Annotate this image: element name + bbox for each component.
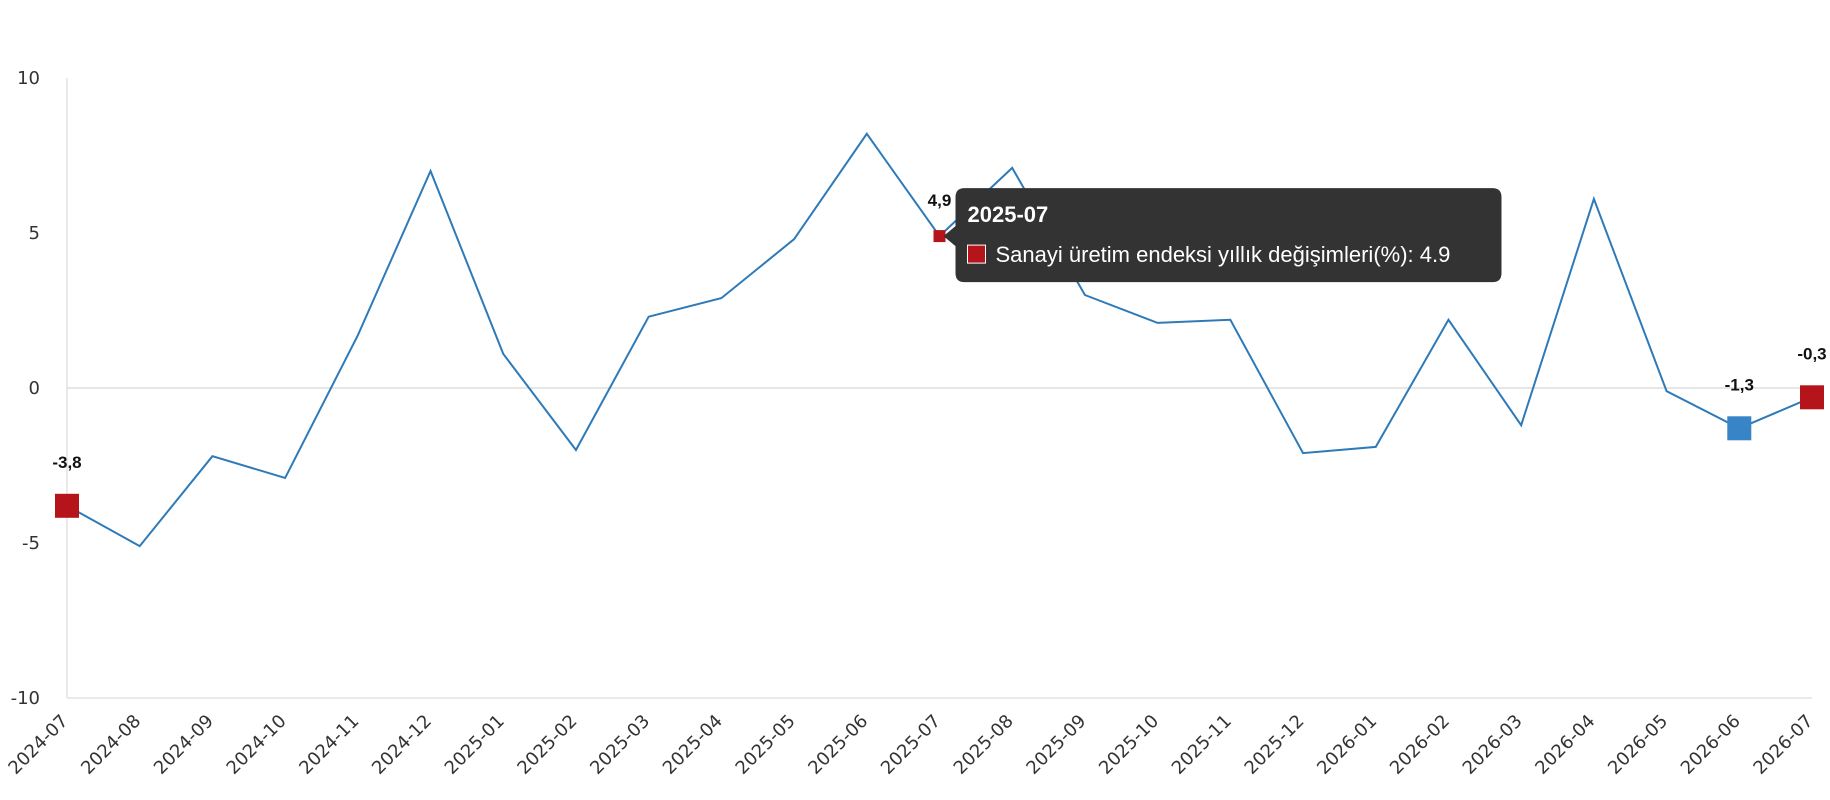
data-label: -3,8 — [52, 453, 81, 472]
x-tick-label: 2026-03 — [1459, 711, 1527, 779]
y-tick-label: 5 — [29, 223, 40, 244]
x-tick-label: 2025-10 — [1095, 711, 1163, 779]
x-tick-label: 2026-07 — [1749, 711, 1817, 779]
tooltip-body: Sanayi üretim endeksi yıllık değişimleri… — [996, 242, 1451, 267]
x-tick-label: 2025-11 — [1168, 711, 1236, 779]
x-tick-label: 2026-02 — [1386, 711, 1454, 779]
data-marker[interactable] — [1727, 416, 1752, 441]
data-label: 4,9 — [928, 191, 952, 210]
data-label: -0,3 — [1797, 344, 1826, 363]
x-tick-label: 2025-09 — [1022, 711, 1090, 779]
x-tick-label: 2026-05 — [1604, 711, 1672, 779]
y-tick-label: -5 — [22, 533, 40, 554]
x-tick-labels: 2024-07 2024-08 2024-09 2024-10 2024-11 2024-… — [4, 711, 1817, 779]
x-tick-label: 2025-08 — [950, 711, 1018, 779]
x-tick-label: 2025-05 — [732, 711, 800, 779]
data-label: -1,3 — [1725, 375, 1754, 394]
x-tick-label: 2024-08 — [77, 711, 145, 779]
x-tick-label: 2024-12 — [368, 711, 436, 779]
data-marker[interactable] — [933, 230, 946, 243]
x-tick-label: 2025-02 — [513, 711, 581, 779]
x-tick-label: 2025-03 — [586, 711, 654, 779]
x-tick-label: 2024-10 — [223, 711, 291, 779]
x-tick-label: 2025-04 — [659, 711, 727, 779]
x-tick-label: 2024-07 — [4, 711, 72, 779]
tooltip-swatch — [967, 244, 986, 264]
y-tick-label: 0 — [29, 378, 40, 399]
x-tick-label: 2024-09 — [150, 711, 218, 779]
tooltip: 2025-07 Sanayi üretim endeksi yıllık değ… — [943, 188, 1502, 283]
tooltip-box — [943, 188, 1502, 283]
x-tick-label: 2026-04 — [1531, 711, 1599, 779]
data-markers: -3,8 4,9 -1,3 -0,3 — [52, 191, 1827, 518]
y-tick-labels: 10 5 0 -5 -10 — [11, 68, 40, 709]
data-marker[interactable] — [55, 493, 79, 518]
y-tick-label: 10 — [17, 68, 40, 89]
x-tick-label: 2026-06 — [1677, 711, 1745, 779]
x-tick-label: 2025-07 — [877, 711, 945, 779]
data-marker[interactable] — [1800, 385, 1824, 410]
x-tick-label: 2025-06 — [804, 711, 872, 779]
x-tick-label: 2026-01 — [1313, 711, 1381, 779]
y-tick-label: -10 — [11, 688, 40, 709]
x-tick-label: 2025-01 — [441, 711, 509, 779]
chart-axes — [66, 78, 1812, 699]
x-tick-label: 2025-12 — [1241, 711, 1309, 779]
x-tick-label: 2024-11 — [295, 711, 363, 779]
tooltip-title: 2025-07 — [968, 202, 1049, 227]
